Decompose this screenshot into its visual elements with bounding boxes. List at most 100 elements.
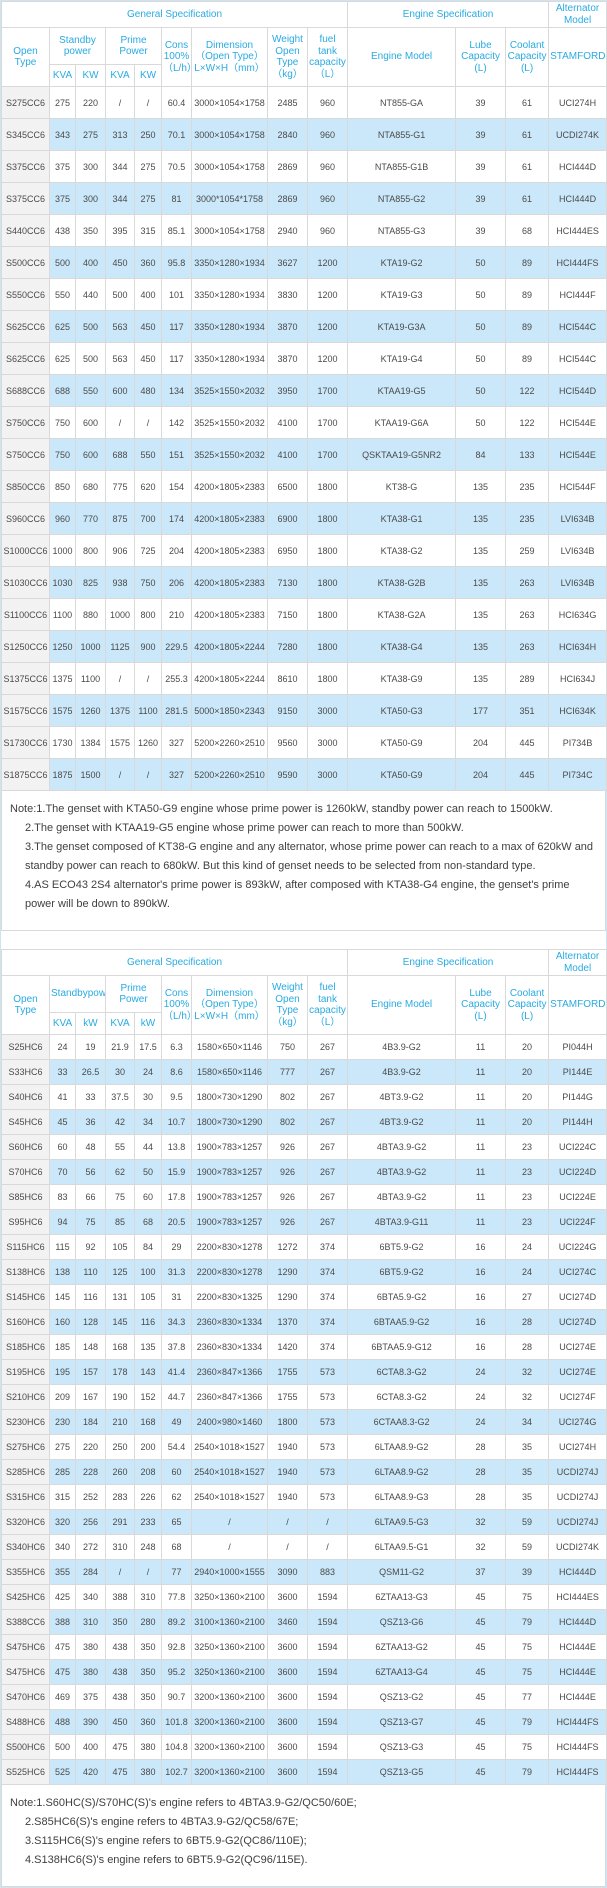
table-cell: /	[134, 86, 162, 119]
model-link[interactable]: S340HC6	[1, 1534, 50, 1560]
model-link[interactable]: S185HC6	[1, 1334, 50, 1360]
table-cell: 44	[134, 1134, 162, 1160]
table-cell: 573	[306, 1384, 349, 1410]
table-cell: 750	[134, 566, 162, 599]
table-cell: 3870	[267, 342, 308, 375]
model-link[interactable]: S275CC6	[1, 86, 50, 119]
table-cell: 450	[105, 1709, 135, 1735]
model-link[interactable]: S550CC6	[1, 278, 50, 311]
table-cell: 445	[505, 758, 550, 791]
model-link[interactable]: S375CC6	[1, 150, 50, 183]
model-link[interactable]: S850CC6	[1, 470, 50, 503]
table-cell: 6LTAA8.9-G2	[347, 1434, 457, 1460]
model-link[interactable]: S488HC6	[1, 1709, 50, 1735]
model-link[interactable]: S1575CC6	[1, 694, 50, 727]
model-link[interactable]: S355HC6	[1, 1559, 50, 1585]
table-cell: 92.8	[161, 1634, 192, 1660]
model-link[interactable]: S625CC6	[1, 342, 50, 375]
model-link[interactable]: S500HC6	[1, 1734, 50, 1760]
model-link[interactable]: S285HC6	[1, 1459, 50, 1485]
model-link[interactable]: S750CC6	[1, 438, 50, 471]
table-cell: 50	[455, 310, 507, 343]
table-cell: 41	[49, 1084, 76, 1110]
model-link[interactable]: S625CC6	[1, 310, 50, 343]
model-link[interactable]: S45HC6	[1, 1109, 50, 1135]
model-link[interactable]: S40HC6	[1, 1084, 50, 1110]
table-cell: 600	[105, 374, 135, 407]
table-cell: 3250×1360×2100	[191, 1634, 268, 1660]
table-cell: 6ZTAA13-G2	[347, 1634, 457, 1660]
table-cell: /	[191, 1509, 268, 1535]
model-link[interactable]: S440CC6	[1, 214, 50, 247]
model-link[interactable]: S1875CC6	[1, 758, 50, 791]
table-cell: 450	[134, 342, 162, 375]
model-link[interactable]: S1100CC6	[1, 598, 50, 631]
model-link[interactable]: S345CC6	[1, 118, 50, 151]
table-cell: UCI274F	[548, 1384, 607, 1410]
table-cell: 85	[105, 1209, 135, 1235]
model-link[interactable]: S70HC6	[1, 1159, 50, 1185]
model-link[interactable]: S160HC6	[1, 1309, 50, 1335]
model-link[interactable]: S425HC6	[1, 1584, 50, 1610]
table-cell: NTA855-G3	[347, 214, 457, 247]
model-link[interactable]: S525HC6	[1, 1759, 50, 1785]
model-link[interactable]: S960CC6	[1, 502, 50, 535]
model-link[interactable]: S230HC6	[1, 1409, 50, 1435]
model-link[interactable]: S1030CC6	[1, 566, 50, 599]
table-cell: 267	[306, 1184, 349, 1210]
table-row: S850CC6 850 680 775 620 154 4200×1805×2383 6500…	[1, 470, 607, 503]
model-link[interactable]: S95HC6	[1, 1209, 50, 1235]
model-link[interactable]: S475HC6	[1, 1659, 50, 1685]
table-cell: 802	[267, 1109, 308, 1135]
model-link[interactable]: S1375CC6	[1, 662, 50, 695]
table-cell: HCI544C	[548, 310, 607, 343]
model-link[interactable]: S750CC6	[1, 406, 50, 439]
table-cell: 327	[161, 758, 192, 791]
model-link[interactable]: S1250CC6	[1, 630, 50, 663]
table-cell: UCI274H	[548, 86, 607, 119]
model-link[interactable]: S1730CC6	[1, 726, 50, 759]
model-link[interactable]: S25HC6	[1, 1034, 50, 1060]
table-cell: 28	[505, 1334, 550, 1360]
model-link[interactable]: S688CC6	[1, 374, 50, 407]
table-row: S440CC6 438 350 395 315 85.1 3000×1054×1758 294…	[1, 214, 607, 247]
table-cell: 275	[134, 150, 162, 183]
model-link[interactable]: S388CC6	[1, 1609, 50, 1635]
table-cell: 110	[75, 1259, 106, 1285]
model-link[interactable]: S320HC6	[1, 1509, 50, 1535]
model-link[interactable]: S275HC6	[1, 1434, 50, 1460]
model-link[interactable]: S315HC6	[1, 1484, 50, 1510]
table-cell: 20.5	[161, 1209, 192, 1235]
model-link[interactable]: S210HC6	[1, 1384, 50, 1410]
table-cell: 1875	[49, 758, 76, 791]
table-cell: 59	[505, 1534, 550, 1560]
model-link[interactable]: S60HC6	[1, 1134, 50, 1160]
model-link[interactable]: S138HC6	[1, 1259, 50, 1285]
table-cell: 350	[105, 1609, 135, 1635]
model-link[interactable]: S470HC6	[1, 1684, 50, 1710]
table-cell: 1594	[306, 1684, 349, 1710]
table-cell: 310	[134, 1584, 162, 1610]
model-link[interactable]: S375CC6	[1, 182, 50, 215]
model-link[interactable]: S115HC6	[1, 1234, 50, 1260]
table-cell: 438	[105, 1659, 135, 1685]
table-cell: 56	[75, 1159, 106, 1185]
table-cell: PI734C	[548, 758, 607, 791]
model-link[interactable]: S33HC6	[1, 1059, 50, 1085]
table-cell: 475	[105, 1759, 135, 1785]
table-cell: UCI224F	[548, 1209, 607, 1235]
model-link[interactable]: S85HC6	[1, 1184, 50, 1210]
table-cell: 77.8	[161, 1584, 192, 1610]
table-cell: 21.9	[105, 1034, 135, 1060]
table-cell: 200	[134, 1434, 162, 1460]
table-cell: 1384	[75, 726, 106, 759]
model-link[interactable]: S1000CC6	[1, 534, 50, 567]
table-cell: 90.7	[161, 1684, 192, 1710]
table-cell: 105	[134, 1284, 162, 1310]
model-link[interactable]: S475HC6	[1, 1634, 50, 1660]
col-header-coolant-capacity: Coolant Capacity (L)	[505, 27, 550, 87]
table-cell: 32	[505, 1384, 550, 1410]
model-link[interactable]: S500CC6	[1, 246, 50, 279]
model-link[interactable]: S195HC6	[1, 1359, 50, 1385]
model-link[interactable]: S145HC6	[1, 1284, 50, 1310]
